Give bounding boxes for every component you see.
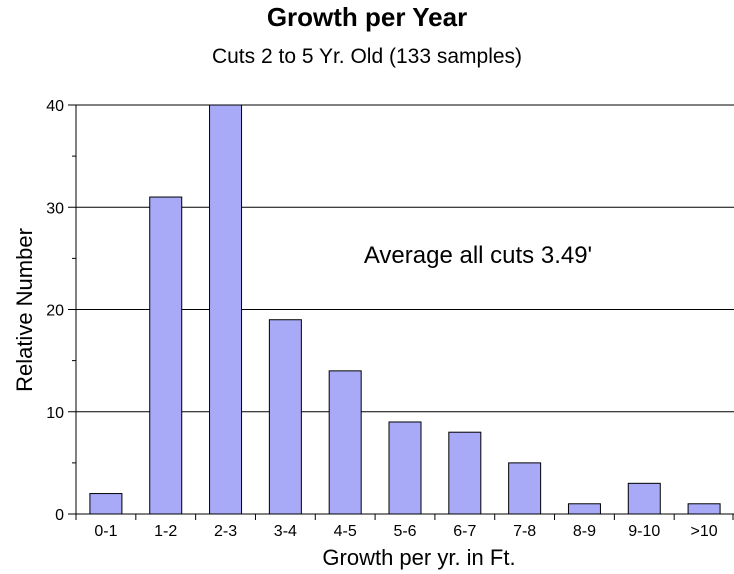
y-axis-label: Relative Number xyxy=(12,228,37,392)
bar-9-10 xyxy=(627,482,661,515)
x-tick-label: 8-9 xyxy=(573,523,596,540)
bar-6-7 xyxy=(448,431,482,515)
x-tick-label: >10 xyxy=(691,523,718,540)
x-tick-label: 2-3 xyxy=(214,523,237,540)
y-tick-label: 30 xyxy=(46,200,64,217)
bar-0-1 xyxy=(89,493,123,515)
y-tick-label: 10 xyxy=(46,405,64,422)
x-tick-label: 5-6 xyxy=(393,523,416,540)
bar-3-4 xyxy=(268,319,302,515)
grid-layer xyxy=(76,104,734,413)
bar-4-5 xyxy=(328,370,362,515)
x-tick-label: 0-1 xyxy=(94,523,117,540)
axis-layer: 0 10 20 30 40 0-1 1-2 2-3 3-4 4-5 5-6 6-7 7-8 8-9 9-10… xyxy=(46,98,734,540)
x-tick-label: 6-7 xyxy=(453,523,476,540)
y-tick-label: 0 xyxy=(55,507,64,524)
x-axis-label: Growth per yr. in Ft. xyxy=(322,545,515,570)
chart-subtitle: Cuts 2 to 5 Yr. Old (133 samples) xyxy=(211,45,523,68)
average-annotation: Average all cuts 3.49' xyxy=(364,242,592,269)
x-tick-label: 9-10 xyxy=(628,523,660,540)
bar-7-8 xyxy=(508,462,542,515)
x-tick-label: 1-2 xyxy=(154,523,177,540)
bar-layer xyxy=(89,104,721,515)
bar-8-9 xyxy=(567,503,601,515)
y-tick-label: 20 xyxy=(46,303,64,320)
chart-title: Growth per Year xyxy=(266,2,468,32)
bar->10 xyxy=(687,503,721,515)
bar-2-3 xyxy=(209,104,243,515)
y-tick-label: 40 xyxy=(46,98,64,115)
x-tick-label: 7-8 xyxy=(513,523,536,540)
bar-1-2 xyxy=(149,196,183,515)
bar-5-6 xyxy=(388,421,422,515)
x-tick-label: 4-5 xyxy=(334,523,357,540)
x-tick-label: 3-4 xyxy=(274,523,297,540)
